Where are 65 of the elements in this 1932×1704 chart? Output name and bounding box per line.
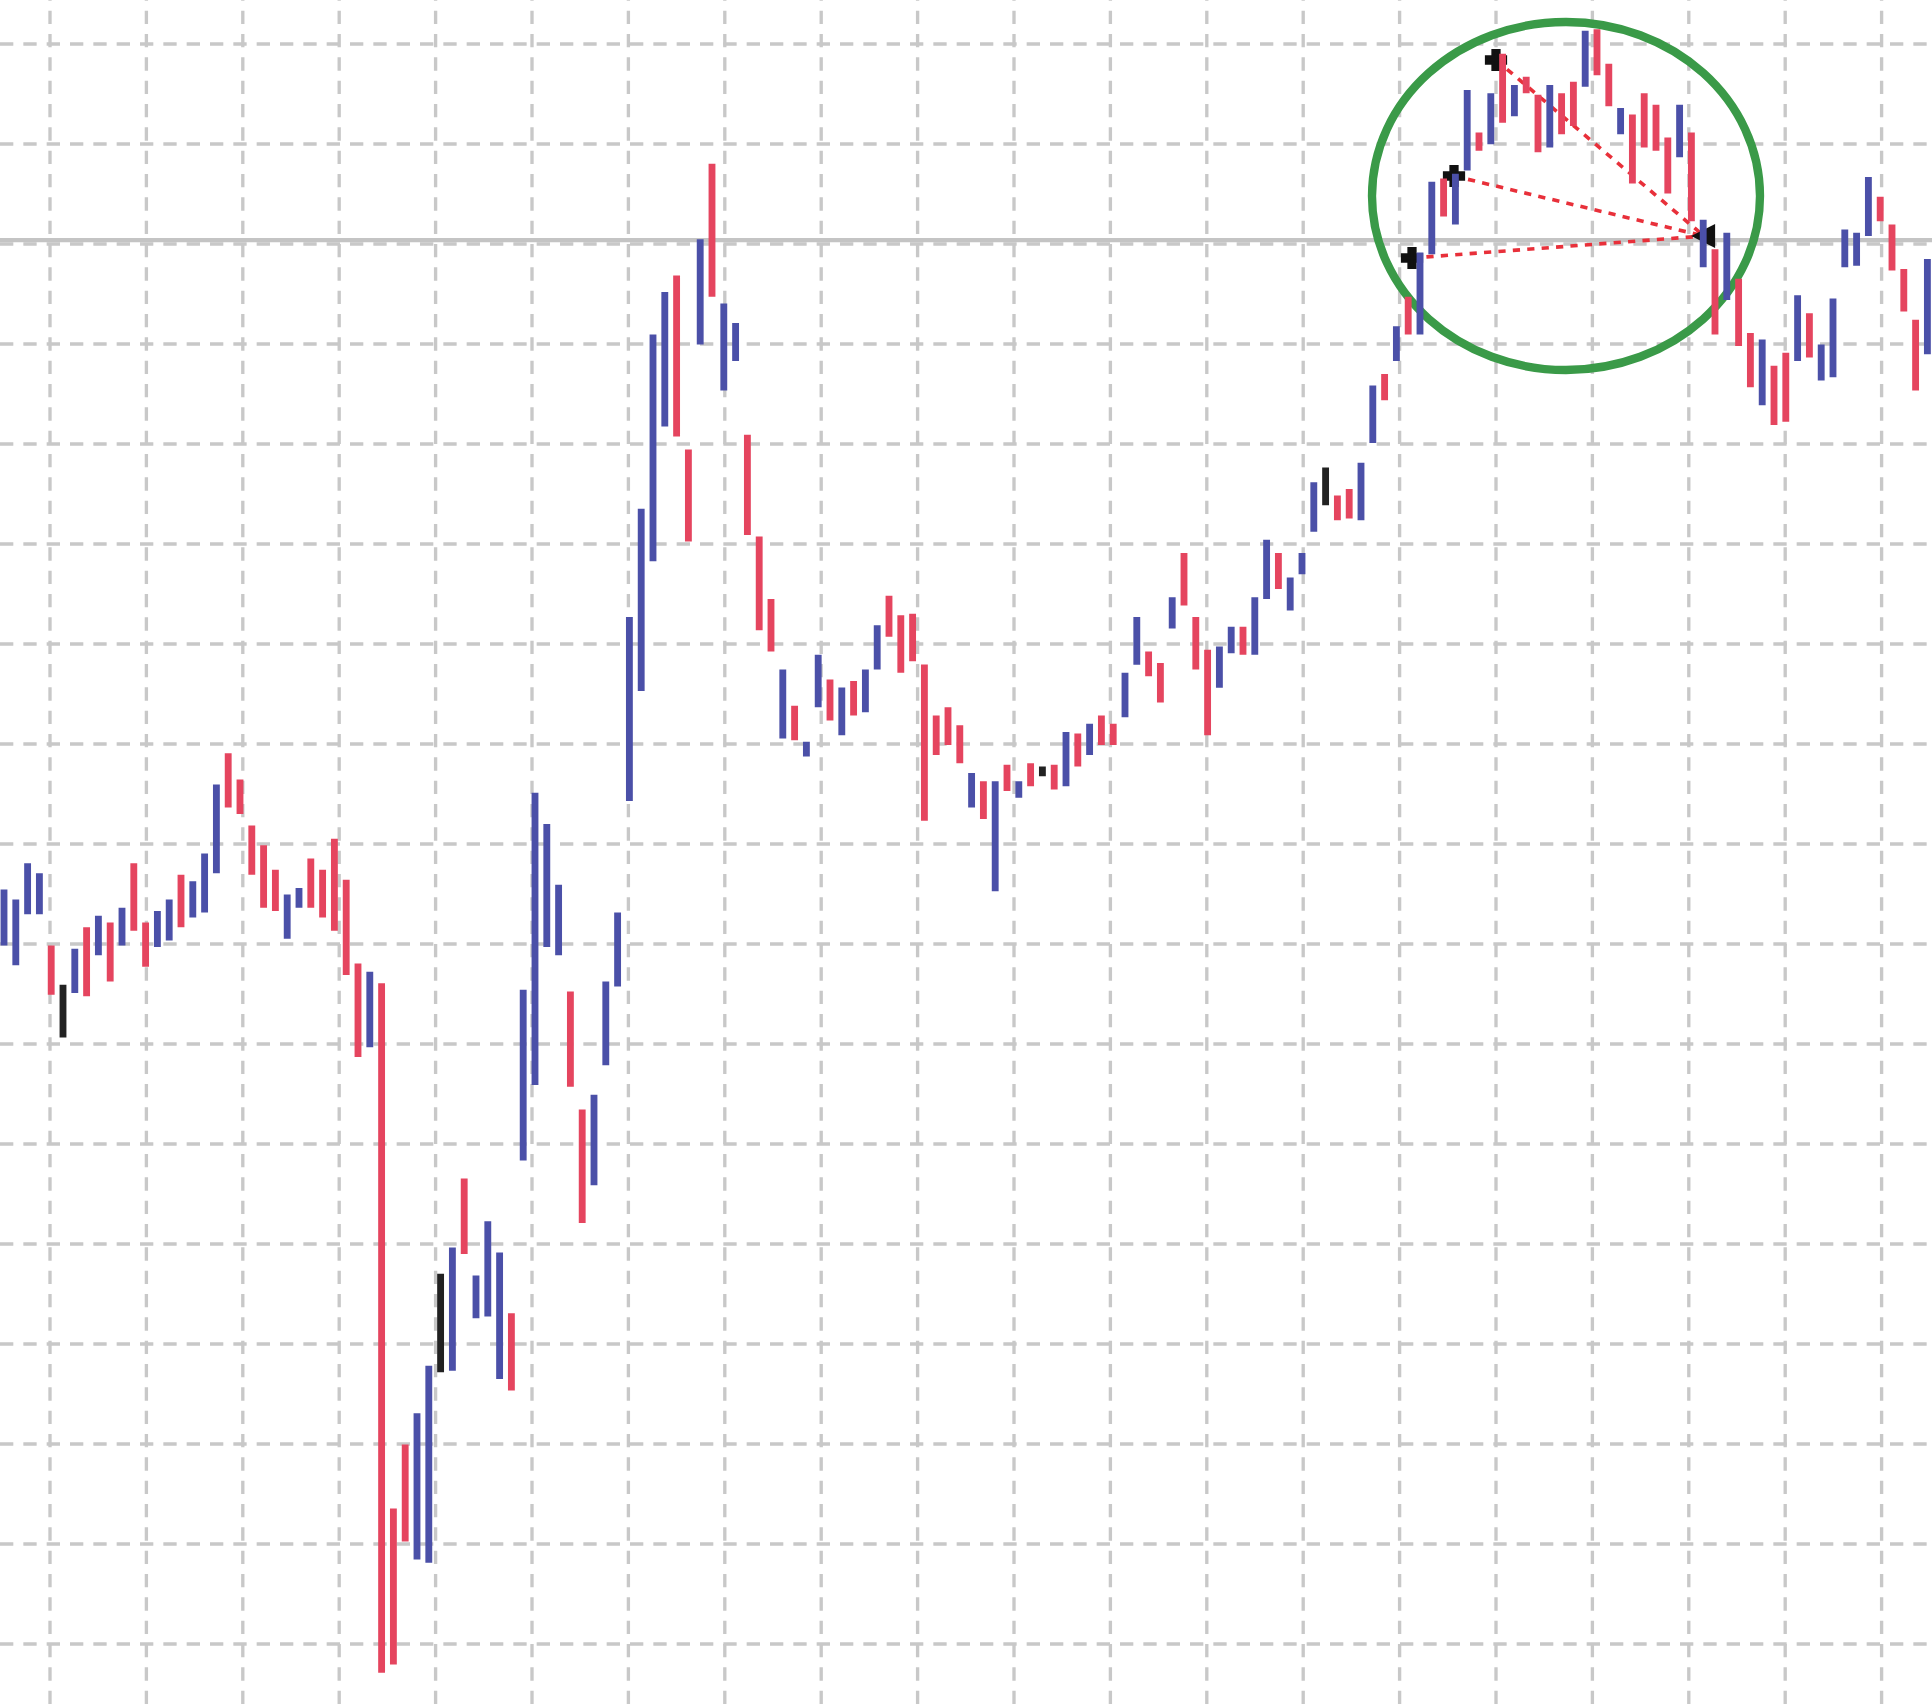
- candlestick: [1876, 196, 1884, 222]
- candlestick: [1133, 617, 1141, 665]
- candlestick: [979, 781, 987, 819]
- candlestick: [1286, 577, 1294, 611]
- candlestick: [838, 687, 846, 736]
- candlestick: [1121, 672, 1129, 718]
- candlestick: [826, 679, 834, 721]
- candlestick: [1805, 313, 1813, 358]
- candlestick: [35, 873, 43, 915]
- candlestick: [956, 725, 964, 764]
- candlestick: [791, 705, 799, 741]
- candlestick: [283, 894, 291, 939]
- candlestick: [1381, 373, 1389, 401]
- candlestick: [1617, 107, 1625, 135]
- candlestick: [861, 669, 869, 713]
- candlestick: [71, 948, 79, 994]
- candlestick: [1109, 723, 1117, 746]
- candlestick: [472, 1275, 480, 1319]
- candlestick: [307, 858, 315, 908]
- candlestick: [1156, 662, 1164, 703]
- candlestick: [1652, 104, 1660, 151]
- candlestick: [1027, 763, 1035, 787]
- candlestick: [248, 825, 256, 875]
- candlestick: [1298, 552, 1306, 575]
- candlestick: [885, 595, 893, 637]
- candlestick: [1050, 764, 1058, 790]
- candlestick: [932, 715, 940, 755]
- candlestick: [118, 907, 126, 946]
- candlestick: [1310, 482, 1318, 532]
- candlestick: [165, 899, 173, 941]
- candlestick: [1392, 326, 1400, 361]
- candlestick: [1322, 467, 1330, 506]
- candlestick: [1593, 29, 1601, 76]
- candlestick: [295, 887, 303, 908]
- candlestick: [1900, 268, 1908, 312]
- candlestick: [1853, 232, 1861, 266]
- candlestick: [236, 779, 244, 815]
- candlestick: [1569, 81, 1577, 127]
- candlestick: [1699, 219, 1707, 268]
- candlestick: [1888, 224, 1896, 271]
- candlestick: [1145, 651, 1153, 677]
- candlestick: [1817, 344, 1825, 381]
- candlestick: [1440, 178, 1448, 217]
- candlestick: [1086, 723, 1094, 755]
- candlestick: [1404, 296, 1412, 335]
- candlestick: [271, 869, 279, 911]
- candlestick: [944, 707, 952, 746]
- candlestick: [1605, 63, 1613, 107]
- candlestick: [189, 881, 197, 918]
- candlestick: [1097, 715, 1105, 746]
- candlestick: [1003, 764, 1011, 792]
- candlestick: [1074, 733, 1082, 767]
- candlestick: [1274, 552, 1282, 590]
- candlestick: [1841, 229, 1849, 268]
- candlestick: [1215, 646, 1223, 688]
- candlestick: [1239, 626, 1247, 655]
- candlestick: [1227, 626, 1235, 654]
- candlestick: [94, 915, 102, 956]
- candlestick: [873, 625, 881, 670]
- candlestick: [1333, 495, 1341, 521]
- candlestick: [1510, 84, 1518, 117]
- candlestick: [153, 910, 161, 948]
- candlestick: [1345, 488, 1353, 519]
- candlestick: [1168, 597, 1176, 629]
- candlestick: [47, 945, 55, 995]
